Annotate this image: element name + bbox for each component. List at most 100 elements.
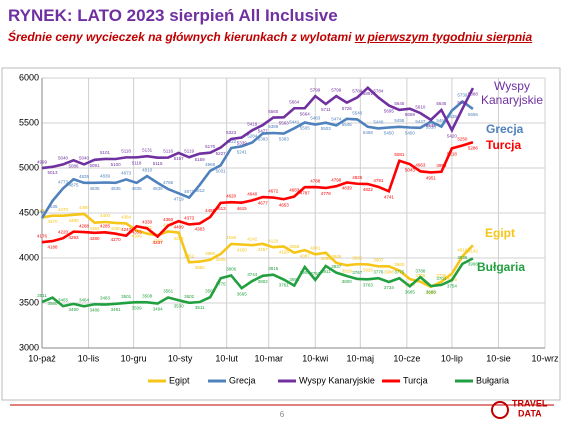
data-label: 3946 [331, 254, 342, 259]
data-label: 5383 [258, 137, 269, 142]
subtitle: Średnie ceny wycieczek na głównych kieru… [8, 30, 532, 44]
data-label: 3806 [226, 267, 237, 272]
data-label: 3761 [279, 283, 290, 288]
series-end-label: Turcja [486, 138, 522, 152]
data-label: 5043 [405, 167, 416, 172]
data-label: 4640 [247, 192, 258, 197]
subtitle-text: Średnie ceny wycieczek na głównych kieru… [8, 30, 355, 44]
data-label: 4968 [205, 162, 216, 167]
data-label: 4741 [384, 194, 395, 199]
data-label: 5420 [447, 133, 458, 138]
data-label: 3465 [58, 297, 69, 302]
data-label: 4142 [468, 248, 479, 253]
data-label: 5664 [300, 111, 311, 116]
data-label: 5540 [352, 111, 363, 116]
data-label: 5560 [268, 109, 279, 114]
data-label: 3776 [373, 269, 384, 274]
data-label: 5159 [195, 157, 206, 162]
data-label: 4176 [37, 233, 48, 238]
data-label: 5116 [163, 149, 173, 154]
data-label: 5474 [331, 117, 342, 122]
data-label: 4835 [111, 186, 122, 191]
legend-label: Bułgaria [476, 375, 509, 385]
data-label: 4045 [216, 257, 227, 262]
x-tick-label: 10-lut [215, 353, 238, 363]
data-label: 3564 [205, 288, 216, 293]
series-end-label: Wyspy Kanaryjskie [480, 79, 544, 107]
data-label: 5784 [352, 89, 363, 94]
data-label: 5645 [436, 101, 447, 106]
y-tick-label: 4500 [19, 207, 39, 217]
data-label: 4791 [373, 178, 384, 183]
data-label: 5483 [310, 116, 321, 121]
data-label: 3952 [184, 254, 195, 259]
data-label: 3688 [426, 289, 437, 294]
data-label: 4812 [195, 188, 206, 193]
data-label: 3763 [363, 283, 374, 288]
data-label: 3775 [216, 281, 227, 286]
data-label: 4653 [279, 202, 290, 207]
data-label: 5227 [216, 151, 227, 156]
data-label: 5040 [58, 156, 69, 161]
data-label: 5250 [457, 137, 468, 142]
data-label: 3775 [394, 269, 405, 274]
data-label: 5119 [184, 148, 194, 153]
x-tick-label: 10-sty [168, 353, 193, 363]
data-label: 3560 [48, 301, 59, 306]
data-label: 5535 [426, 123, 437, 128]
series-line [41, 86, 475, 170]
data-label: 5286 [468, 145, 479, 150]
x-tick-label: 10-wrz [531, 353, 559, 363]
x-tick-label: 10-kwi [302, 353, 328, 363]
data-label: 3980 [205, 251, 216, 256]
data-label: 5441 [289, 119, 300, 124]
data-label: 3736 [436, 273, 447, 278]
data-label: 5440 [373, 120, 384, 125]
data-label: 3744 [247, 272, 258, 277]
data-label: 4285 [100, 224, 111, 229]
data-label: 4951 [426, 176, 437, 181]
data-label: 4958 [436, 163, 447, 168]
data-label: 4353 [132, 229, 143, 234]
data-label: 5167 [174, 156, 185, 161]
data-label: 4393 [90, 226, 101, 231]
data-label: 4822 [363, 187, 374, 192]
data-label: 4058 [321, 256, 332, 261]
data-label: 5115 [153, 161, 163, 166]
legend-label: Egipt [169, 375, 190, 385]
data-label: 5891 [363, 91, 374, 96]
data-label: 3464 [79, 297, 90, 302]
data-label: 4156 [226, 235, 237, 240]
data-label: 3494 [153, 307, 164, 312]
x-tick-label: 10-maj [347, 353, 375, 363]
data-label: 5031 [216, 168, 227, 173]
legend-label: Turcja [403, 375, 428, 385]
data-label: 4835 [153, 186, 164, 191]
series-line [41, 257, 474, 308]
data-label: 4330 [142, 219, 153, 224]
subtitle-underlined: w pierwszym tygodniu sierpnia [354, 30, 533, 44]
data-label: 3757 [310, 271, 321, 276]
x-tick-label: 10-lis [78, 353, 100, 363]
data-label: 4390 [111, 226, 122, 231]
data-label: 4400 [100, 213, 111, 218]
data-label: 3911 [321, 269, 331, 274]
data-label: 4288 [79, 223, 90, 228]
x-tick-label: 10-lip [441, 353, 463, 363]
data-label: 3508 [142, 293, 153, 298]
data-label: 3490 [69, 307, 80, 312]
data-label: 4443 [37, 209, 48, 214]
data-label: 4455 [205, 208, 216, 213]
data-label: 3509 [132, 305, 143, 310]
data-label: 3530 [174, 303, 185, 308]
data-label: 3486 [90, 307, 101, 312]
data-label: 4835 [79, 174, 90, 179]
y-tick-label: 6000 [19, 72, 39, 82]
logo-icon [491, 401, 509, 419]
data-label: 5505 [300, 126, 311, 131]
data-label: 3800 [342, 279, 353, 284]
data-label: 4373 [184, 216, 195, 221]
x-tick-label: 10-cze [393, 353, 420, 363]
data-label: 5711 [321, 107, 331, 112]
data-label: 4383 [195, 227, 206, 232]
